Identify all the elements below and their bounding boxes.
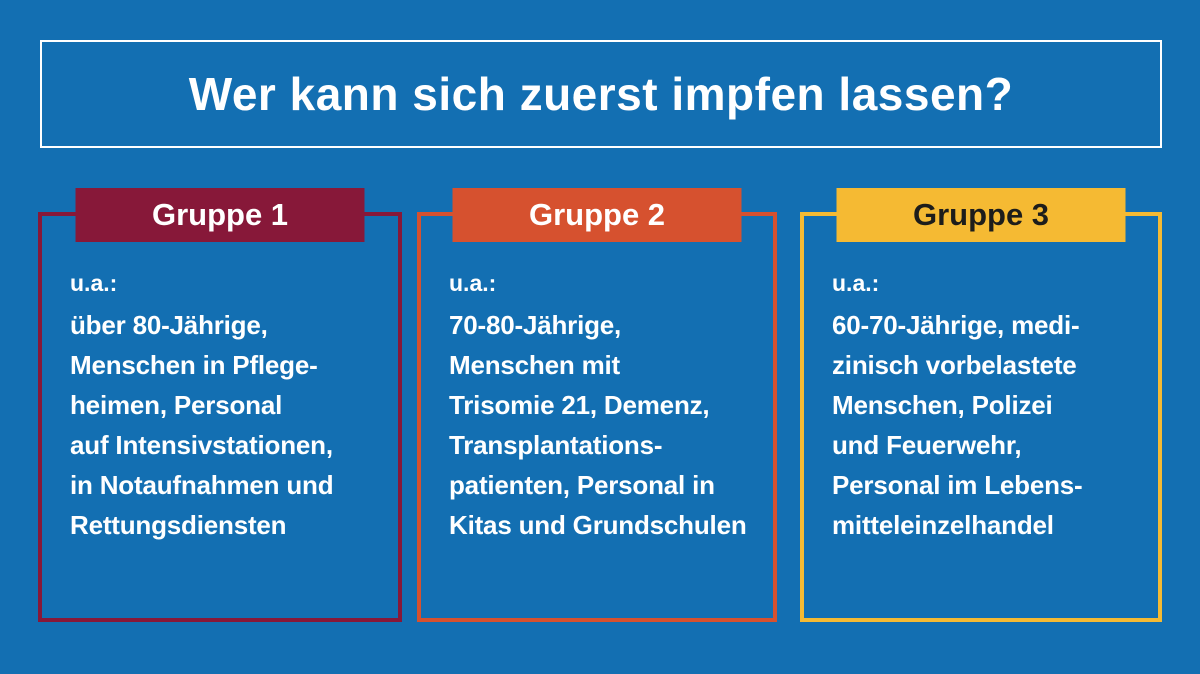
- group-1-body: über 80-Jährige, Menschen in Pflege- hei…: [70, 310, 334, 540]
- group-2-card: Gruppe 2 u.a.: 70-80-Jährige, Menschen m…: [417, 188, 777, 622]
- group-2-header: Gruppe 2: [452, 188, 742, 242]
- group-1-card: Gruppe 1 u.a.: über 80-Jährige, Menschen…: [38, 188, 402, 622]
- group-2-box: u.a.: 70-80-Jährige, Menschen mit Trisom…: [417, 212, 777, 622]
- group-3-prefix: u.a.:: [832, 270, 880, 296]
- title-banner: Wer kann sich zuerst impfen lassen?: [40, 40, 1162, 148]
- group-2-body: 70-80-Jährige, Menschen mit Trisomie 21,…: [449, 310, 747, 540]
- page-title: Wer kann sich zuerst impfen lassen?: [188, 68, 1014, 120]
- group-1-box: u.a.: über 80-Jährige, Menschen in Pfleg…: [38, 212, 402, 622]
- group-2-label: Gruppe 2: [528, 197, 666, 232]
- group-1-label: Gruppe 1: [151, 197, 289, 232]
- group-1-prefix: u.a.:: [70, 270, 118, 296]
- group-3-label: Gruppe 3: [912, 197, 1050, 232]
- group-1-header: Gruppe 1: [75, 188, 365, 242]
- group-3-card: Gruppe 3 u.a.: 60-70-Jährige, medi- zini…: [800, 188, 1162, 622]
- group-3-body: 60-70-Jährige, medi- zinisch vorbelastet…: [832, 310, 1083, 540]
- group-2-prefix: u.a.:: [449, 270, 497, 296]
- group-3-header: Gruppe 3: [836, 188, 1126, 242]
- group-3-box: u.a.: 60-70-Jährige, medi- zinisch vorbe…: [800, 212, 1162, 622]
